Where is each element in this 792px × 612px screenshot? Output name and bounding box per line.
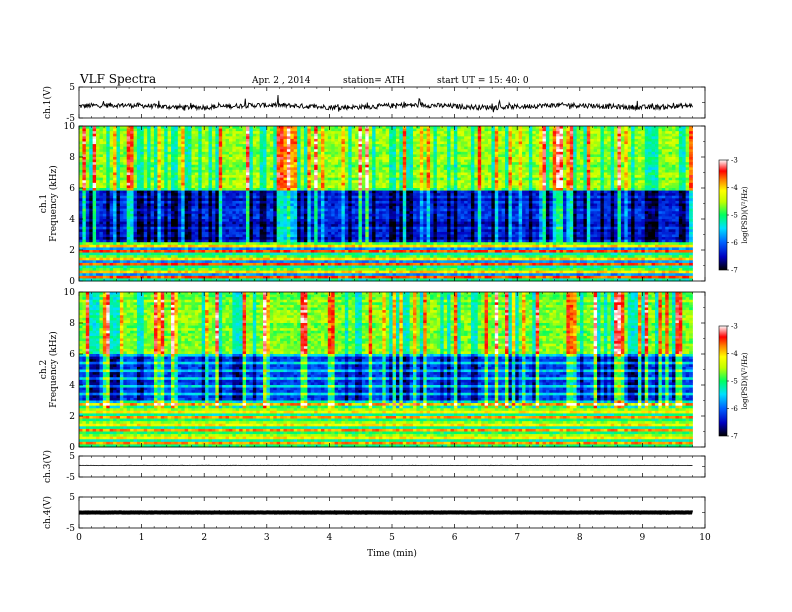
ch4-waveform-ytick-label: 5 [69, 493, 75, 503]
ch1-spectrogram-ytick-label: 2 [69, 246, 75, 256]
ch2-spectrogram-ytick-label: 6 [69, 350, 75, 360]
ch1-waveform-frame [78, 86, 706, 119]
ch2-spectrogram-colorbar-label: log(PSD)(V²/Hz) [741, 352, 749, 409]
ch1-spectrogram-colorbar-tick-label: -5 [731, 212, 738, 220]
figure-title: VLF Spectra [79, 72, 156, 86]
x-tick-label: 5 [389, 533, 395, 543]
station-label: station= ATH [343, 76, 405, 86]
x-tick-label: 8 [577, 533, 583, 543]
x-tick-label: 1 [139, 533, 145, 543]
ch2-spectrogram-ytick-label: 10 [64, 288, 76, 298]
ch1-spectrogram-ytick-label: 0 [69, 277, 75, 287]
x-tick-label: 6 [452, 533, 458, 543]
ch1-spectrogram-ytick-label: 4 [69, 215, 75, 225]
ch1-waveform-ylabel: ch.1(V) [42, 86, 53, 119]
ch1-spectrogram-colorbar-tick-label: -7 [731, 267, 738, 275]
ch2-spectrogram-colorbar-tick-label: -4 [731, 350, 738, 358]
x-tick-label: 9 [640, 533, 646, 543]
x-tick-label: 2 [201, 533, 207, 543]
ch2-spectrogram-colorbar-tick-label: -7 [731, 433, 738, 441]
ch2-spectrogram-ytick-label: 0 [69, 443, 75, 453]
ch1-spectrogram-ylabel: ch.1Frequency (kHz) [39, 165, 59, 242]
ch2-spectrogram-ytick-label: 2 [69, 412, 75, 422]
ch2-spectrogram-image [79, 292, 693, 448]
ch1-spectrogram-colorbar-tick-label: -6 [731, 239, 738, 247]
ch1-spectrogram-colorbar-label: log(PSD)(V²/Hz) [741, 186, 749, 243]
x-tick-label: 4 [327, 533, 333, 543]
ch3-waveform-ylabel: ch.3(V) [42, 450, 53, 483]
ch1-spectrogram-ytick-label: 10 [64, 122, 76, 132]
ch1-spectrogram-ytick-label: 8 [69, 153, 75, 163]
ch2-spectrogram-colorbar-tick-label: -6 [731, 405, 738, 413]
ch2-spectrogram-colorbar [718, 325, 728, 437]
x-tick-label: 7 [514, 533, 520, 543]
ch1-waveform-ytick-label: -5 [66, 114, 75, 124]
ch1-waveform-trace [79, 94, 693, 113]
x-tick-label: 10 [699, 533, 711, 543]
ch2-spectrogram-ylabel: ch.2Frequency (kHz) [39, 331, 59, 408]
start-time-label: start UT = 15: 40: 0 [437, 76, 529, 86]
ch4-waveform-ytick-label: -5 [66, 524, 75, 534]
ch2-spectrogram-colorbar-tick-label: -3 [731, 323, 738, 331]
ch3-waveform-ytick-label: -5 [66, 473, 75, 483]
ch1-spectrogram-colorbar-tick-label: -4 [731, 184, 738, 192]
ch3-waveform-trace [78, 464, 693, 467]
ch1-spectrogram-ytick-label: 6 [69, 184, 75, 194]
ch1-waveform-ytick-label: 5 [69, 83, 75, 93]
ch1-spectrogram-image [79, 126, 693, 282]
x-tick-label: 3 [264, 533, 270, 543]
x-axis-label: Time (min) [367, 548, 417, 559]
ch2-spectrogram-ytick-label: 8 [69, 319, 75, 329]
x-tick-label: 0 [76, 533, 82, 543]
ch1-spectrogram-colorbar [718, 159, 728, 271]
ch3-waveform-ytick-label: 5 [69, 452, 75, 462]
ch1-spectrogram-colorbar-tick-label: -3 [731, 157, 738, 165]
ch4-waveform-ylabel: ch.4(V) [42, 496, 53, 529]
date-label: Apr. 2 , 2014 [251, 76, 311, 86]
ch2-spectrogram-ytick-label: 4 [69, 381, 75, 391]
ch2-spectrogram-colorbar-tick-label: -5 [731, 378, 738, 386]
